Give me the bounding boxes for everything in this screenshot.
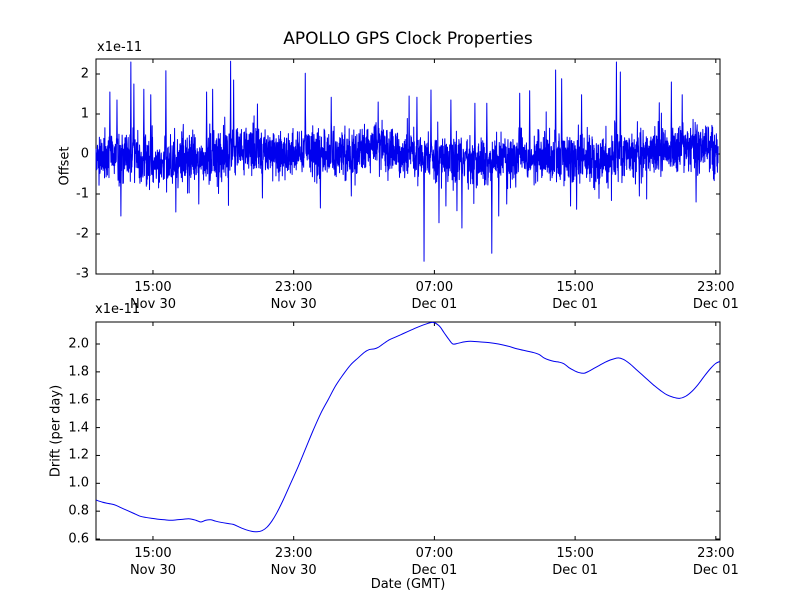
x-axis-label: Date (GMT) <box>370 577 446 592</box>
y-tick-label: -1 <box>76 186 89 202</box>
x-tick-label: 15:00 Nov 30 <box>129 546 176 578</box>
y-tick-label: -2 <box>76 226 89 242</box>
offset-y-axis-label: Offset <box>57 146 73 186</box>
drift-y-axis-label: Drift (per day) <box>48 384 64 478</box>
y-tick-label: 0.6 <box>68 531 89 547</box>
drift-axis-multiplier: x1e-11 <box>95 302 141 317</box>
x-tick-label: 23:00 Dec 01 <box>692 546 739 578</box>
y-tick-label: 1 <box>80 106 89 122</box>
y-tick-label: 2.0 <box>68 336 89 352</box>
x-tick-label: 07:00 Dec 01 <box>411 546 458 578</box>
clock-offset-noise-line <box>95 60 719 262</box>
y-tick-label: 1.4 <box>68 420 89 436</box>
chart-title: APOLLO GPS Clock Properties <box>283 29 533 49</box>
x-tick-label: 23:00 Dec 01 <box>692 280 739 312</box>
y-tick-label: 1.6 <box>68 392 89 408</box>
offset-axis-multiplier: x1e-11 <box>97 40 143 55</box>
x-tick-label: 15:00 Nov 30 <box>129 280 176 312</box>
x-tick-label: 23:00 Nov 30 <box>270 280 317 312</box>
y-tick-label: 1.2 <box>68 447 89 463</box>
y-tick-label: 0 <box>80 146 89 162</box>
clock-drift-line <box>95 321 721 533</box>
y-tick-label: 0.8 <box>68 503 89 519</box>
y-tick-label: 1.0 <box>68 475 89 491</box>
y-tick-label: 2 <box>80 66 89 82</box>
x-tick-label: 23:00 Nov 30 <box>270 546 317 578</box>
drift-plot-spines <box>95 321 721 541</box>
x-tick-label: 07:00 Dec 01 <box>411 280 458 312</box>
y-tick-label: 1.8 <box>68 364 89 380</box>
x-tick-label: 15:00 Dec 01 <box>552 546 599 578</box>
y-tick-label: -3 <box>76 266 89 282</box>
x-tick-label: 15:00 Dec 01 <box>552 280 599 312</box>
